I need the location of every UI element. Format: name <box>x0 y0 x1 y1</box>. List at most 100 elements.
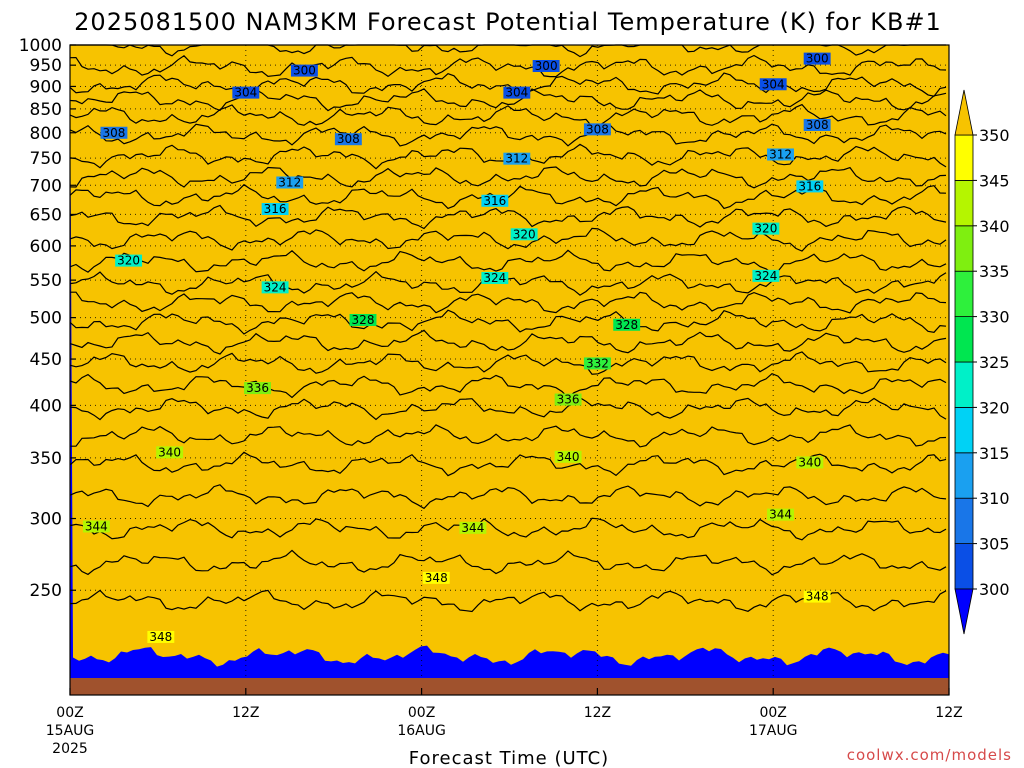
contour-label: 324 <box>483 271 506 285</box>
colorbar-label: 350 <box>979 126 1010 145</box>
contour-label-bg <box>613 318 641 331</box>
credit-text: coolwx.com/models <box>847 746 1012 764</box>
contour-346 <box>69 549 947 576</box>
colorbar-segment <box>954 270 974 318</box>
contour-label: 348 <box>806 590 829 604</box>
x-tick-label: 12Z <box>232 705 259 721</box>
y-tick-label: 800 <box>30 124 62 144</box>
contour-348 <box>69 589 947 613</box>
colorbar-label: 340 <box>979 217 1010 236</box>
contour-label: 312 <box>278 175 301 189</box>
contour-label-bg <box>767 508 794 521</box>
x-tick-date: 15AUG <box>46 723 95 739</box>
contour-label: 344 <box>769 508 792 522</box>
contour-label-bg <box>532 60 560 73</box>
contour-308 <box>69 103 947 128</box>
contour-label: 308 <box>102 126 125 140</box>
contour-302 <box>69 54 947 78</box>
colorbar-low-arrow <box>954 588 974 635</box>
colorbar: 300 305 310 315 320 325 330 335 340 345 350 <box>954 89 1010 635</box>
contour-label-bg <box>147 630 175 643</box>
contour-label: 340 <box>798 455 821 469</box>
y-tick-label: 950 <box>30 56 62 76</box>
plot-frame <box>69 44 950 696</box>
contour-label-bg <box>334 133 362 146</box>
contour-label: 308 <box>586 122 609 136</box>
y-tick-label: 900 <box>30 77 62 97</box>
contour-label: 300 <box>806 52 829 66</box>
contour-label-bg <box>554 450 582 463</box>
contour-330 <box>69 329 947 355</box>
contour-label: 300 <box>535 59 558 73</box>
y-tick-label: 700 <box>30 176 62 196</box>
contour-label: 316 <box>483 194 506 208</box>
contour-label-bg <box>481 194 509 207</box>
contour-label: 344 <box>461 521 484 535</box>
contour-label-bg <box>796 456 824 469</box>
contour-310 <box>69 123 947 147</box>
colorbar-segment <box>954 134 974 181</box>
x-tick-label: 00Z <box>56 705 83 721</box>
colorbar-label: 300 <box>979 580 1010 599</box>
x-axis: 00Z 15AUG 2025 12Z 00Z 16AUG 12Z 00Z 17AUG 12Z <box>46 688 963 757</box>
colorbar-label: 335 <box>979 262 1010 281</box>
contour-label: 312 <box>769 147 792 161</box>
contour-label: 308 <box>806 118 829 132</box>
colorbar-segment <box>954 316 974 363</box>
contour-label-bg <box>459 521 487 534</box>
x-axis-label: Forecast Time (UTC) <box>409 748 609 768</box>
colorbar-segment <box>954 179 974 227</box>
colorbar-label: 310 <box>979 489 1010 508</box>
contour-344 <box>69 517 947 541</box>
contour-306 <box>69 88 947 112</box>
contour-332 <box>69 351 947 375</box>
x-tick-label: 12Z <box>935 705 962 721</box>
contour-336 <box>69 396 947 421</box>
colorbar-segment <box>954 452 974 499</box>
y-axis: 250 300 350 400 450 500 550 600 650 700 750 800 850 9… <box>19 36 76 601</box>
contour-label: 336 <box>557 393 580 407</box>
colorbar-label: 320 <box>979 398 1010 417</box>
contour-label-bg <box>261 203 289 216</box>
contour-342 <box>69 484 947 510</box>
contour-label: 348 <box>149 630 172 644</box>
contour-label-bg <box>503 152 531 165</box>
contour-label-bg <box>796 180 824 193</box>
contour-lines <box>69 44 947 613</box>
y-tick-label: 650 <box>30 205 62 225</box>
x-tick-label: 12Z <box>584 705 611 721</box>
y-tick-label: 500 <box>30 309 62 329</box>
contour-label: 312 <box>505 152 528 166</box>
x-tick-year: 2025 <box>52 741 88 757</box>
contour-label: 304 <box>234 86 257 100</box>
contour-label-bg <box>803 590 831 603</box>
contour-label: 320 <box>117 254 140 268</box>
contour-label: 332 <box>586 356 609 370</box>
contour-label-bg <box>349 313 377 326</box>
contour-334 <box>69 373 947 399</box>
contour-label-bg <box>276 176 304 189</box>
contour-label: 304 <box>505 86 528 100</box>
y-tick-label: 450 <box>30 350 62 370</box>
contour-label: 328 <box>615 318 638 332</box>
contour-label: 336 <box>246 381 269 395</box>
contour-338 <box>70 424 947 448</box>
colorbar-label: 325 <box>979 353 1010 372</box>
colorbar-label: 345 <box>979 171 1010 190</box>
contour-label-bg <box>554 393 582 406</box>
contour-label-bg <box>115 254 143 267</box>
chart-title: 2025081500 NAM3KM Forecast Potential Tem… <box>74 8 942 36</box>
colorbar-label: 305 <box>979 535 1010 554</box>
contour-328 <box>69 309 947 335</box>
y-tick-label: 350 <box>30 449 62 469</box>
contour-label-bg <box>503 86 531 99</box>
contour-label-bg <box>290 64 318 77</box>
contour-label: 348 <box>425 571 448 585</box>
contour-320 <box>69 227 947 252</box>
colorbar-label: 330 <box>979 308 1010 327</box>
colorbar-segment <box>954 225 974 272</box>
y-tick-label: 1000 <box>19 36 62 56</box>
y-tick-label: 750 <box>30 149 62 169</box>
contour-label: 340 <box>158 445 181 459</box>
colorbar-high-arrow <box>954 89 974 136</box>
